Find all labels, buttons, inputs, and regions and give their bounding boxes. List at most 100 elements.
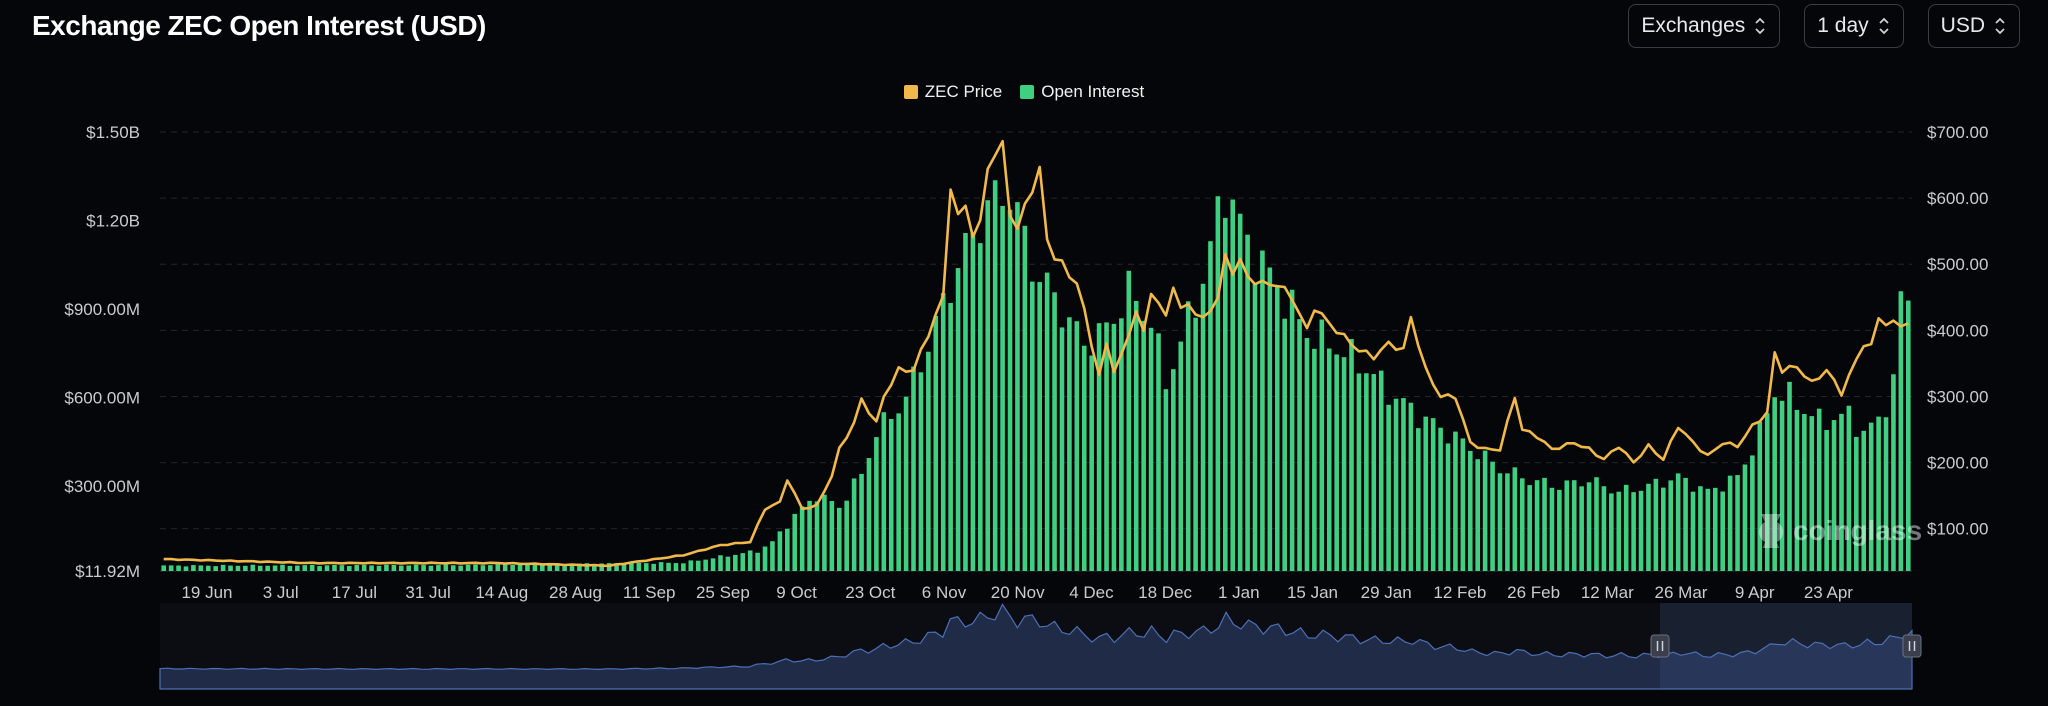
- left-axis-tick-label: $1.20B: [86, 212, 140, 231]
- open-interest-bar: [992, 180, 998, 572]
- open-interest-bar: [532, 564, 538, 571]
- open-interest-bar: [1609, 493, 1614, 571]
- open-interest-bar: [918, 372, 924, 571]
- open-interest-bar: [1571, 480, 1577, 571]
- navigator-series: [159, 603, 1913, 690]
- open-interest-bar: [1074, 321, 1080, 571]
- open-interest-bar: [733, 554, 738, 571]
- exchanges-select[interactable]: Exchanges: [1628, 4, 1781, 48]
- navigator-handle[interactable]: [1902, 634, 1922, 658]
- open-interest-bar: [228, 565, 233, 571]
- open-interest-bar: [1831, 420, 1837, 571]
- open-interest-bar: [1289, 289, 1295, 571]
- open-interest-bar: [1482, 450, 1488, 571]
- open-interest-bar: [1223, 217, 1228, 571]
- x-axis-tick-label: 4 Dec: [1069, 583, 1114, 602]
- interval-select-label: 1 day: [1817, 14, 1869, 37]
- open-interest-bar: [1854, 436, 1859, 571]
- open-interest-bar: [926, 351, 931, 571]
- open-interest-bar: [213, 566, 218, 571]
- open-interest-bar: [1460, 438, 1466, 571]
- open-interest-bar: [1252, 282, 1258, 571]
- open-interest-bar: [1467, 450, 1473, 571]
- x-axis-tick-label: 14 Aug: [475, 583, 528, 602]
- open-interest-bar: [176, 565, 181, 571]
- navigator-handle-grip: [1650, 634, 1670, 658]
- open-interest-bar: [703, 559, 708, 571]
- open-interest-bar: [970, 232, 976, 572]
- open-interest-bar: [495, 564, 501, 571]
- x-axis-tick-label: 9 Oct: [776, 583, 817, 602]
- open-interest-bar: [1193, 317, 1198, 571]
- open-interest-bar: [168, 565, 174, 571]
- x-axis-tick-label: 19 Jun: [181, 583, 232, 602]
- left-axis-tick-label: $300.00M: [64, 477, 140, 496]
- navigator-handle-grip: [1902, 634, 1922, 658]
- left-axis-tick-label: $600.00M: [64, 389, 140, 408]
- interval-select[interactable]: 1 day: [1804, 4, 1904, 48]
- open-interest-bar: [1601, 486, 1607, 571]
- navigator-handle[interactable]: [1650, 634, 1670, 658]
- x-axis-tick-label: 6 Nov: [922, 583, 967, 602]
- currency-select[interactable]: USD: [1927, 4, 2020, 48]
- open-interest-bar: [1542, 477, 1547, 571]
- open-interest-bar: [643, 563, 649, 571]
- open-interest-bar: [1378, 370, 1384, 571]
- open-interest-bar: [1022, 225, 1028, 572]
- left-axis-tick-label: $1.50B: [86, 123, 140, 142]
- x-axis-tick-label: 20 Nov: [991, 583, 1045, 602]
- open-interest-bar: [450, 565, 456, 571]
- open-interest-bar: [1839, 413, 1844, 571]
- open-interest-bar: [1171, 369, 1176, 571]
- open-interest-bar: [1386, 404, 1391, 571]
- open-interest-bar: [1312, 348, 1317, 571]
- chevron-updown-icon: [1879, 17, 1889, 35]
- open-interest-bar: [1133, 300, 1139, 571]
- open-interest-bar: [762, 546, 768, 571]
- right-axis-tick-label: $500.00: [1927, 255, 1988, 274]
- exchanges-select-label: Exchanges: [1641, 14, 1746, 37]
- open-interest-bar: [1029, 281, 1035, 571]
- open-interest-bar: [955, 268, 961, 571]
- open-interest-bar: [1007, 209, 1013, 571]
- open-interest-bar: [421, 565, 426, 571]
- legend-label: Open Interest: [1041, 82, 1145, 101]
- open-interest-bar: [398, 565, 404, 571]
- open-interest-bar: [1519, 478, 1525, 571]
- open-interest-bar: [940, 293, 946, 571]
- open-interest-bar: [1438, 427, 1443, 571]
- open-interest-bar: [391, 564, 397, 571]
- open-interest-bar: [287, 565, 293, 571]
- chevron-updown-icon: [1755, 17, 1765, 35]
- open-interest-bar: [1891, 374, 1896, 571]
- open-interest-bar: [1393, 398, 1399, 571]
- legend-item-zec-price[interactable]: ZEC Price: [903, 82, 1002, 102]
- open-interest-bar: [963, 232, 968, 571]
- open-interest-bar: [584, 563, 590, 571]
- open-interest-bar: [1735, 475, 1740, 571]
- open-interest-bar: [502, 564, 508, 571]
- x-axis-tick-label: 29 Jan: [1361, 583, 1412, 602]
- open-interest-bar: [1141, 320, 1146, 571]
- open-interest-bar: [636, 562, 642, 571]
- open-interest-bar: [1816, 408, 1822, 571]
- coinglass-watermark: coinglass: [1755, 512, 1922, 550]
- open-interest-bar: [1779, 400, 1785, 571]
- open-interest-bar: [361, 564, 367, 571]
- open-interest-bar: [859, 473, 864, 571]
- open-interest-bar: [1260, 250, 1265, 571]
- open-interest-bar: [1416, 428, 1421, 571]
- open-interest-bar: [1727, 475, 1733, 571]
- open-interest-bar: [1430, 418, 1436, 571]
- right-axis-tick-label: $100.00: [1927, 520, 1988, 539]
- open-interest-bar: [688, 560, 694, 571]
- right-axis-tick-label: $600.00: [1927, 189, 1988, 208]
- open-interest-bar: [599, 563, 605, 571]
- open-interest-bar: [1661, 487, 1666, 571]
- open-interest-bar: [851, 478, 857, 571]
- open-interest-bar: [1861, 430, 1867, 571]
- open-interest-bar: [896, 413, 901, 571]
- legend-item-open-interest[interactable]: Open Interest: [1020, 82, 1144, 102]
- open-interest-bar: [1156, 333, 1161, 571]
- legend-swatch: [1020, 85, 1035, 99]
